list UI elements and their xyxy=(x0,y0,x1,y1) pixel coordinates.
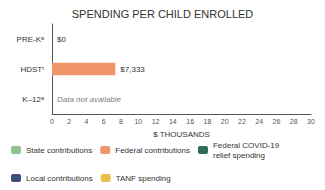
svg-text:10: 10 xyxy=(134,118,142,125)
svg-text:$ THOUSANDS: $ THOUSANDS xyxy=(153,130,210,139)
svg-text:Local contributions: Local contributions xyxy=(26,174,93,183)
svg-text:SPENDING PER CHILD ENROLLED: SPENDING PER CHILD ENROLLED xyxy=(72,8,254,20)
svg-text:22: 22 xyxy=(238,118,246,125)
svg-text:Data not available: Data not available xyxy=(57,95,122,104)
svg-text:30: 30 xyxy=(307,118,315,125)
svg-text:24: 24 xyxy=(255,118,263,125)
svg-text:8: 8 xyxy=(119,118,123,125)
svg-text:14: 14 xyxy=(169,118,177,125)
svg-text:20: 20 xyxy=(221,118,229,125)
svg-text:K–12ᵃ: K–12ᵃ xyxy=(22,95,45,104)
svg-text:16: 16 xyxy=(186,118,194,125)
svg-text:Federal COVID-19: Federal COVID-19 xyxy=(213,141,280,150)
svg-text:$7,333: $7,333 xyxy=(120,65,145,74)
svg-text:0: 0 xyxy=(50,118,54,125)
svg-text:Federal contributions: Federal contributions xyxy=(115,146,190,155)
svg-text:18: 18 xyxy=(204,118,212,125)
svg-text:TANF spending: TANF spending xyxy=(116,174,171,183)
svg-text:4: 4 xyxy=(85,118,89,125)
svg-text:relief spending: relief spending xyxy=(213,151,265,160)
svg-text:12: 12 xyxy=(152,118,160,125)
svg-text:PRE-Kᵃ: PRE-Kᵃ xyxy=(17,35,45,44)
svg-text:HDSTᵗ: HDSTᵗ xyxy=(20,65,44,74)
svg-text:28: 28 xyxy=(290,118,298,125)
svg-text:$0: $0 xyxy=(57,35,66,44)
svg-text:State contributions: State contributions xyxy=(26,146,92,155)
svg-text:2: 2 xyxy=(67,118,71,125)
svg-text:26: 26 xyxy=(273,118,281,125)
svg-text:6: 6 xyxy=(102,118,106,125)
